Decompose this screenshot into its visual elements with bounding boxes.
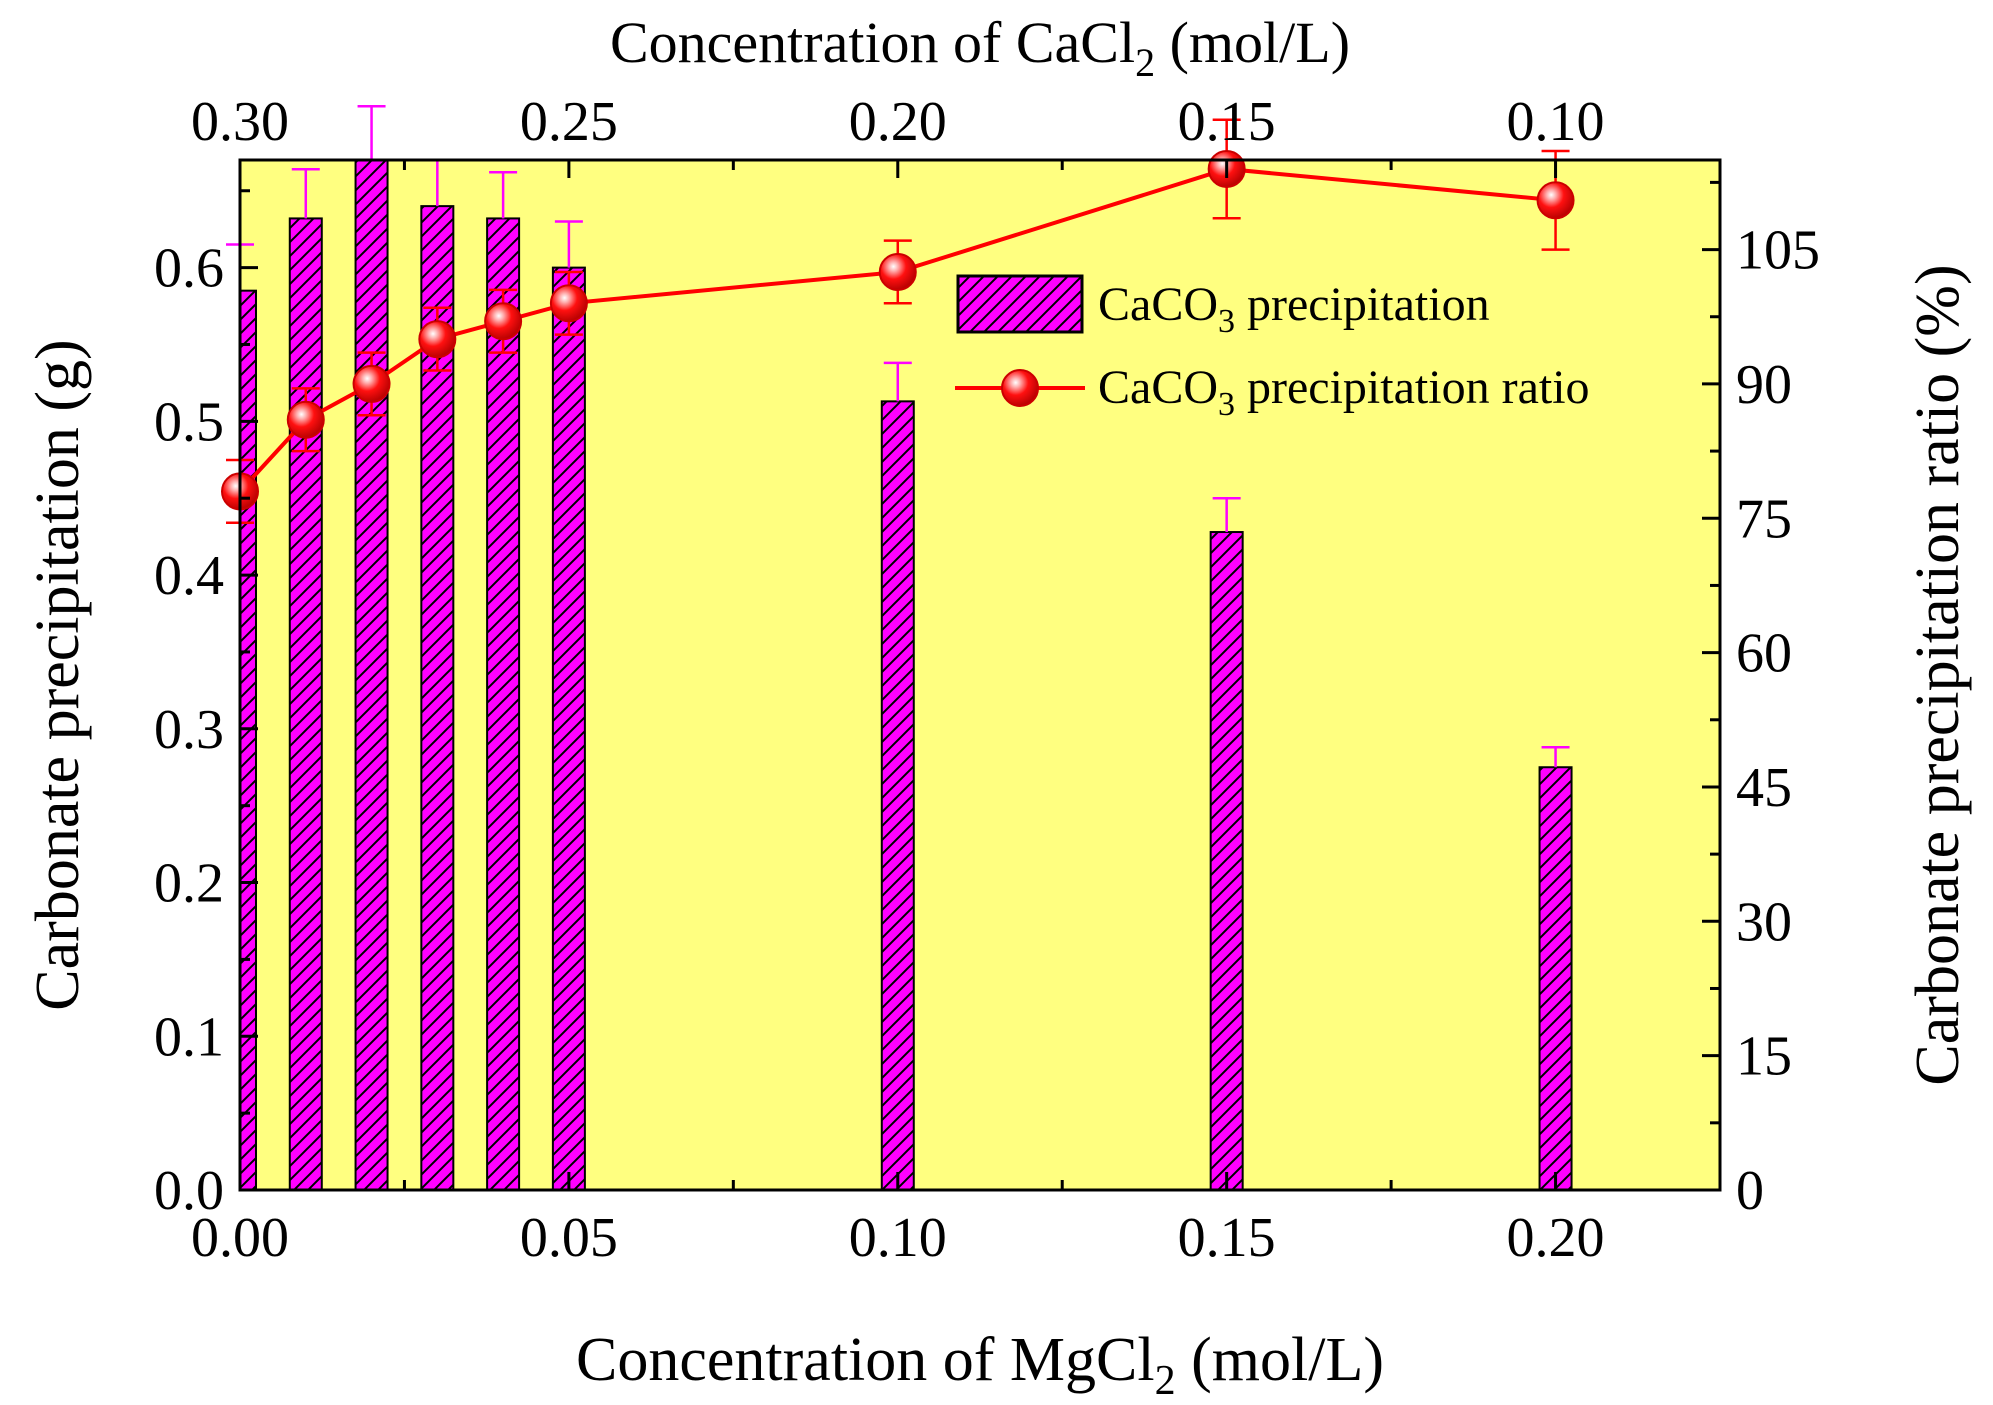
ratio-point-1	[286, 400, 325, 439]
left-tick-label-5: 0.5	[154, 391, 224, 453]
ratio-point-4	[484, 302, 523, 341]
bar-6	[880, 400, 915, 1190]
bar-7	[1209, 531, 1244, 1190]
top-tick-label-2: 0.20	[849, 91, 947, 153]
top-tick-label-4: 0.10	[1507, 91, 1605, 153]
plot-frame	[238, 158, 1722, 1192]
bar-8	[1538, 766, 1573, 1190]
right-tick-label-3: 45	[1736, 757, 1792, 819]
top-axis-label: Concentration of CaCl2 (mol/L)	[610, 10, 1350, 85]
bar-5	[551, 266, 586, 1190]
bar-2	[354, 160, 389, 1190]
legend-line-label: CaCO3 precipitation ratio	[1098, 361, 1590, 423]
left-tick-label-2: 0.2	[154, 853, 224, 915]
left-tick-label-6: 0.6	[154, 238, 224, 300]
bar-4	[486, 217, 521, 1190]
left-tick-label-3: 0.3	[154, 699, 224, 761]
right-tick-label-4: 60	[1736, 623, 1792, 685]
bottom-tick-label-3: 0.15	[1178, 1207, 1276, 1269]
ratio-point-3	[418, 320, 457, 359]
left-tick-label-0: 0.0	[154, 1160, 224, 1222]
right-tick-label-6: 90	[1736, 354, 1792, 416]
right-tick-label-1: 15	[1736, 1026, 1792, 1088]
bar-0	[240, 289, 257, 1190]
ratio-point-2	[352, 364, 391, 403]
right-axis-label: Carbonate precipitation ratio (%)	[1904, 264, 1972, 1085]
legend-bar-swatch	[956, 274, 1084, 334]
bottom-tick-label-4: 0.20	[1507, 1207, 1605, 1269]
right-tick-label-5: 75	[1736, 488, 1792, 550]
top-tick-label-0: 0.30	[191, 91, 289, 153]
left-tick-label-1: 0.1	[154, 1006, 224, 1068]
right-tick-label-2: 30	[1736, 891, 1792, 953]
axes: 0.00 0.05 0.10 0.15 0.200.30 0.25 0.20 0.15 0.10…	[154, 91, 1820, 1269]
ratio-point-6	[878, 252, 917, 291]
bottom-tick-label-1: 0.05	[520, 1207, 618, 1269]
right-tick-label-0: 0	[1736, 1160, 1764, 1222]
left-axis-label: Carbonate precipitation (g)	[24, 339, 92, 1010]
ratio-point-8	[1536, 181, 1575, 220]
bottom-axis-label: Concentration of MgCl2 (mol/L)	[576, 1326, 1384, 1404]
bar-1	[288, 217, 323, 1190]
top-tick-label-3: 0.15	[1178, 91, 1276, 153]
legend-line-marker	[1001, 369, 1039, 407]
left-tick-label-4: 0.4	[154, 545, 224, 607]
top-tick-label-1: 0.25	[520, 91, 618, 153]
bottom-tick-label-0: 0.00	[191, 1207, 289, 1269]
legend-bar-label: CaCO3 precipitation	[1098, 278, 1490, 340]
right-tick-label-7: 105	[1736, 220, 1820, 282]
bar-error-bars	[226, 104, 1570, 768]
legend: CaCO3 precipitation CaCO3 precipitation …	[955, 274, 1590, 423]
ratio-point-5	[549, 284, 588, 323]
bottom-tick-label-2: 0.10	[849, 1207, 947, 1269]
